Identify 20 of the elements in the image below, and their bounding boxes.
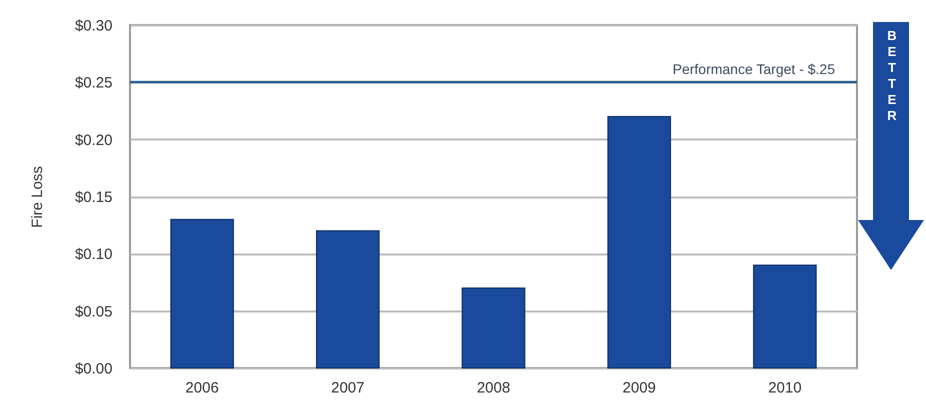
x-tick-label: 2008 — [476, 380, 510, 396]
y-tick-label: $0.15 — [74, 189, 112, 206]
y-axis-title: Fire Loss — [28, 166, 46, 228]
bar — [170, 218, 234, 368]
bar — [607, 116, 672, 368]
y-tick-label: $0.00 — [74, 360, 112, 378]
y-tick-label: $0.30 — [74, 18, 112, 34]
y-tick-label: $0.20 — [74, 132, 112, 149]
y-tick-label: $0.25 — [74, 74, 112, 92]
x-tick-label: 2007 — [331, 380, 364, 396]
y-tick-label: $0.10 — [74, 246, 112, 264]
x-tick-label: 2009 — [622, 380, 656, 396]
y-tick-label: $0.05 — [74, 303, 112, 320]
ref-line-label: Performance Target - $.25 — [672, 61, 836, 78]
bar — [753, 264, 817, 368]
text: BETTER — [886, 28, 898, 124]
x-tick-label: 2006 — [185, 380, 219, 396]
bar — [316, 230, 380, 368]
bar — [462, 287, 526, 368]
x-tick-label: 2010 — [768, 380, 802, 396]
